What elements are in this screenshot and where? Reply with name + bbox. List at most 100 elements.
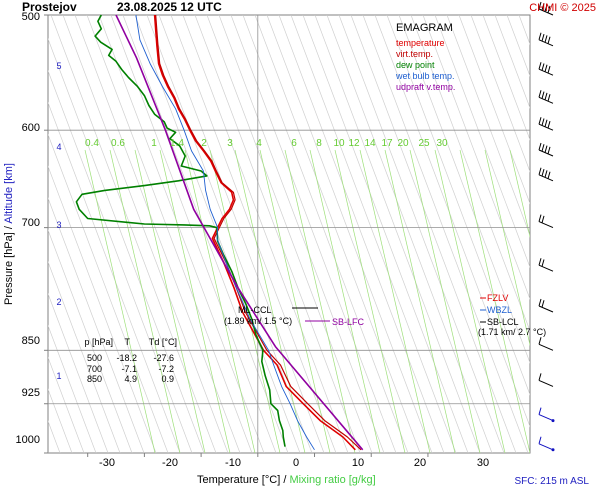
- sounding-table: p [hPa] T Td [°C] 500 -18.2 -27.6 700 -7…: [84, 337, 177, 384]
- annotations: ML-CCL (1.89 km/ 1.5 °C) SB-LFC FZLV WBZ…: [224, 293, 546, 337]
- series-line-udpraft-v-temp: [115, 14, 364, 451]
- dry-adiabat-line: [230, 15, 397, 453]
- wind-barb-feather: [538, 214, 542, 222]
- wind-barb-icon: [538, 258, 554, 272]
- mixing-tick: 1: [151, 138, 157, 149]
- dry-adiabat-line: [314, 15, 481, 453]
- dry-adiabat-line: [74, 15, 241, 453]
- dry-adiabat-line: [326, 15, 493, 453]
- table-cell: 700: [87, 364, 102, 374]
- dry-adiabat-line: [158, 15, 325, 453]
- dry-adiabat-line: [278, 15, 445, 453]
- wind-barb-feather: [541, 118, 545, 126]
- x-axis-sep: /: [283, 474, 287, 486]
- dry-adiabat-line: [48, 324, 97, 453]
- wind-barb-icon: [538, 337, 554, 351]
- credit: CHMI © 2025: [529, 2, 596, 14]
- legend-temperature: temperature: [396, 38, 445, 48]
- dry-adiabat-line: [398, 15, 530, 364]
- altitude-tick: 4: [56, 142, 61, 152]
- dry-adiabat-line: [482, 15, 530, 141]
- dry-adiabat-line: [48, 101, 181, 453]
- dry-adiabat-line: [122, 15, 289, 453]
- wind-barb-feather: [544, 4, 548, 12]
- mixing-ratio-line: [184, 149, 256, 453]
- wind-barb-feather: [541, 91, 545, 99]
- wind-barb-staff: [538, 443, 554, 451]
- mixing-ratio-line: [284, 149, 356, 453]
- dry-adiabat-line: [290, 15, 457, 453]
- dry-adiabat-line: [410, 15, 530, 332]
- table-header-p: p [hPa]: [84, 337, 113, 347]
- pressure-tick: 700: [22, 217, 40, 229]
- wind-barb-icon: [538, 373, 554, 387]
- wind-barb-feather: [541, 168, 545, 177]
- wind-barb-feather: [544, 64, 548, 72]
- wind-barb-staff: [538, 8, 554, 16]
- dry-adiabat-line: [531, 15, 600, 453]
- mixing-tick: 0.4: [85, 138, 99, 149]
- temp-tick: 20: [414, 457, 426, 469]
- mixing-ratio-line: [109, 149, 181, 453]
- temp-tick-labels: -30 -20 -10 0 10 20 30: [99, 457, 489, 469]
- wind-barb-icon: [538, 62, 554, 76]
- pressure-tick: 600: [22, 122, 40, 134]
- dry-adiabat-line: [555, 15, 600, 453]
- dry-adiabat-line: [362, 15, 529, 453]
- wbzl-label: WBZL: [487, 305, 512, 315]
- wind-barb-dot: [551, 448, 555, 452]
- wind-barb-staff: [538, 123, 554, 131]
- wind-barb-feather: [547, 65, 551, 74]
- mixing-tick: 30: [436, 138, 448, 149]
- table-cell: -18.2: [116, 353, 137, 363]
- dry-adiabat-line: [218, 15, 385, 453]
- dry-adiabat-line: [242, 15, 409, 453]
- wind-barb-feather: [538, 436, 542, 444]
- sfc-label: SFC: 215 m ASL: [515, 476, 590, 487]
- mixing-ratio-line: [459, 149, 530, 453]
- wind-barb-feather: [538, 142, 542, 151]
- mixing-tick: 3: [227, 138, 233, 149]
- wind-barb-feather: [538, 407, 542, 415]
- x-axis-temp-label: Temperature [°C]: [197, 474, 280, 486]
- dry-adiabat-line: [48, 260, 121, 453]
- dry-adiabat-line: [48, 37, 205, 453]
- wind-barb-feather: [538, 298, 542, 307]
- mixing-ratio-line: [159, 149, 231, 453]
- table-cell: -27.6: [153, 353, 174, 363]
- dry-adiabat-line: [302, 15, 469, 453]
- dry-adiabat-line: [579, 15, 600, 453]
- sb-lcl-label: SB-LCL: [487, 317, 519, 327]
- mixing-ratio-line: [484, 149, 530, 347]
- wind-barb-feather: [538, 337, 542, 345]
- sb-lcl-value: (1.71 km/ 2.7 °C): [478, 327, 546, 337]
- pressure-tick: 1000: [16, 434, 40, 446]
- dry-adiabat-line: [182, 15, 349, 453]
- mixing-tick: 8: [316, 138, 322, 149]
- dry-adiabat-line: [434, 15, 530, 269]
- wind-barb-icon: [538, 167, 554, 182]
- wind-barb-feather: [538, 32, 542, 40]
- x-axis-mix-label: Mixing ratio [g/kg]: [289, 474, 375, 486]
- altitude-tick: 1: [56, 371, 61, 381]
- wind-barb-dot: [551, 419, 555, 423]
- wind-barb-feather: [538, 258, 542, 266]
- legend: EMAGRAM temperature virt.temp. dew point…: [395, 22, 455, 92]
- dry-adiabat-line: [86, 15, 253, 453]
- dry-adiabat-line: [50, 15, 217, 453]
- wind-barb-feather: [547, 36, 551, 44]
- wind-barb-staff: [538, 68, 554, 76]
- wind-barb-feather: [541, 259, 545, 267]
- wind-barb-staff: [538, 264, 554, 272]
- mixing-tick: 20: [397, 138, 409, 149]
- wind-barb-staff: [538, 174, 554, 182]
- mixing-ratio-line: [134, 149, 206, 453]
- mixing-ratio-line: [585, 150, 600, 453]
- wind-barb-icon: [538, 90, 554, 104]
- dry-adiabat-line: [422, 15, 530, 301]
- mixing-ratio-line: [259, 149, 331, 453]
- temp-tick: -10: [225, 457, 241, 469]
- wind-barb-feather: [541, 215, 545, 224]
- wind-barb-feather: [547, 171, 551, 179]
